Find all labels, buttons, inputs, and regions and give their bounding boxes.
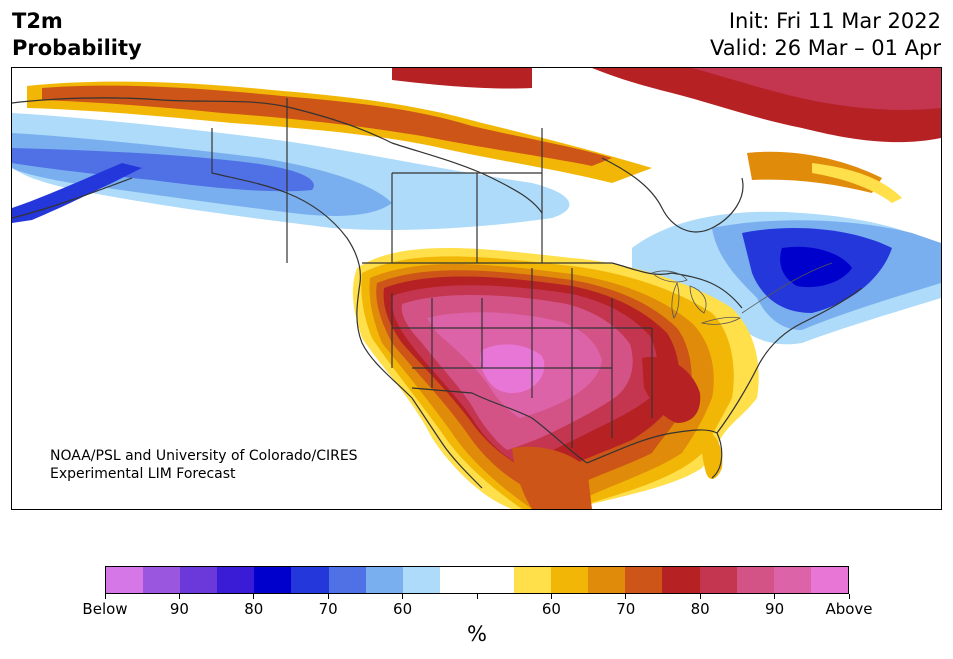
east-coast [716,287,863,434]
credit-text: NOAA/PSL and University of Colorado/CIRE… [50,447,358,483]
init-date: Init: Fri 11 Mar 2022 [728,9,941,33]
cool-east-core [780,246,852,288]
colorbar-tick-label: 60 [541,600,561,618]
colorbar-segment [514,567,552,593]
warm-mexico [512,446,592,509]
colorbar-segment [699,567,737,593]
colorbar-tick-label: 90 [169,600,189,618]
warm-us-core [480,344,545,394]
cool-alaska-peninsula [12,163,142,223]
title-block: T2m Probability [12,8,142,62]
canada-provinces [286,98,543,263]
warm-florida [701,428,723,480]
us-mexico-border [411,387,588,464]
colorbar-segment [551,567,589,593]
colorbar-segment [365,567,403,593]
colorbar-tick-label: 90 [765,600,785,618]
colorbar-segment [810,567,848,593]
colorbar-segment [439,567,515,593]
colorbar-segment [773,567,811,593]
lake-superior [651,270,688,283]
cool-alaska-core [12,148,314,192]
colorbar-tick [327,594,329,599]
colorbar-tick [476,594,478,599]
us-states-west [391,268,653,448]
colorbar-segment [254,567,292,593]
map-canvas [12,68,941,509]
colorbar-segment [328,567,366,593]
colorbar-segment [291,567,329,593]
colorbar-tick-label: Below [82,600,128,618]
colorbar-tick [178,594,180,599]
colorbar-segment [662,567,700,593]
hudson-bay [601,157,744,233]
lake-erie [700,316,742,325]
warm-greenland-edge [812,163,902,203]
date-block: Init: Fri 11 Mar 2022 Valid: 26 Mar – 01… [710,8,941,62]
st-lawrence [741,262,833,314]
colorbar-tick [104,594,106,599]
credit-line-1: NOAA/PSL and University of Colorado/CIRE… [50,448,358,464]
forecast-map: NOAA/PSL and University of Colorado/CIRE… [11,67,942,510]
colorbar-segment [143,567,181,593]
colorbar-tick [550,594,552,599]
lake-huron [689,285,707,314]
colorbar-segment [180,567,218,593]
colorbar-tick-label: 80 [690,600,710,618]
colorbar-segment [106,567,144,593]
colorbar-segment [402,567,440,593]
colorbar-tick-label: 70 [318,600,338,618]
title-variable: T2m [12,9,63,33]
credit-line-2: Experimental LIM Forecast [50,466,236,482]
colorbar-tick [253,594,255,599]
colorbar-segment [736,567,774,593]
colorbar-segment [625,567,663,593]
great-lakes [651,262,833,325]
colorbar-tick-label: 60 [393,600,413,618]
warm-se-us [642,357,701,423]
colorbar-unit: % [467,622,487,646]
us-canada-border [362,262,743,309]
title-metric: Probability [12,36,142,60]
colorbar-tick-label: Above [825,600,873,618]
colorbar-segment [588,567,626,593]
map-borders [12,97,863,489]
valid-range: Valid: 26 Mar – 01 Apr [710,36,941,60]
warm-ne-canada-core [692,68,941,110]
colorbar-tick [625,594,627,599]
colorbar-tick-label: 70 [616,600,636,618]
colorbar-tick [402,594,404,599]
colorbar-tick [774,594,776,599]
warm-arctic-core [42,85,612,166]
warm-arctic-top [392,68,532,89]
colorbar [105,566,849,594]
colorbar-tick-label: 80 [244,600,264,618]
gulf-coast [586,429,723,479]
colorbar-segment [217,567,255,593]
colorbar-tick [848,594,850,599]
colorbar-tick [699,594,701,599]
lake-michigan [671,281,680,319]
